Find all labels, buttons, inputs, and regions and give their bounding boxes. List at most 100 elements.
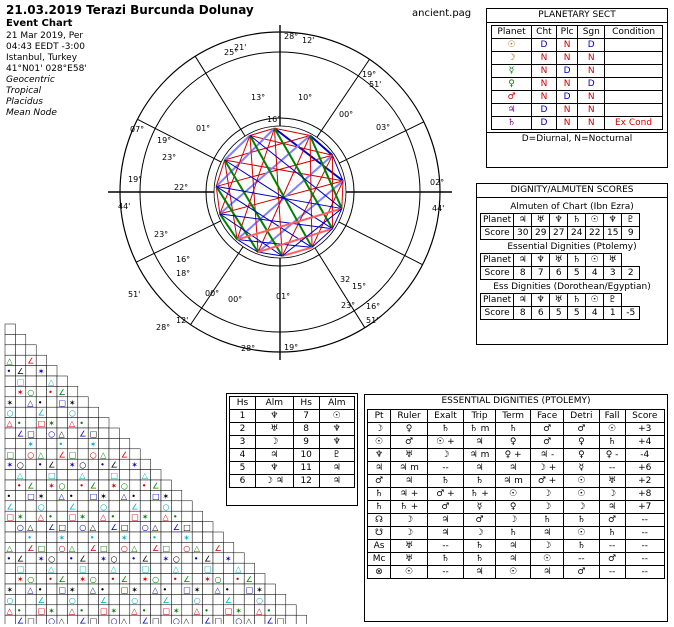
almuten-score: 30 [513,226,533,240]
aspect-grid-cell [56,417,68,429]
aspect-line [311,180,344,248]
aspect-grid-mark: □ [38,544,46,553]
house-cusp-label: 12' [176,316,188,325]
aspect-grid-mark: ✶ [173,606,180,615]
aspect-grid-mark: □ [90,492,98,501]
ess-dig-cell: ☽ [563,500,600,514]
aspect-line [224,159,344,182]
aspect-grid-cell [87,594,99,606]
wheel-degree-label: 21' [234,43,246,52]
aspect-grid-cell [15,448,27,460]
ess-dig-header: Ruler [390,409,428,423]
aspect-grid-cell [56,500,68,512]
sect-condition [604,77,663,91]
aspect-grid-mark: ✶ [111,606,118,615]
aspect-line [249,127,275,136]
aspect-line [236,207,343,241]
ess-planet: ♆ [531,253,551,267]
aspect-grid-mark: □ [69,450,77,459]
sect-row: ☿ N D N [490,64,663,78]
wheel-degree-label: 00° [205,289,219,298]
aspect-grid-mark: ∠ [142,617,149,624]
ess-dig-header: Pt [366,409,392,423]
aspect-grid-cell [77,490,89,502]
aspect-grid-mark: ∠ [163,596,170,605]
ess-dig-cell: -- [598,539,626,553]
aspect-grid-mark: □ [59,523,67,532]
aspect-grid-mark: ✶ [38,492,45,501]
aspect-line [219,213,333,230]
wheel-degree-label: 10° [298,93,312,102]
aspect-grid-mark: □ [183,523,191,532]
aspect-grid-cell [15,438,27,450]
sect-value: N [531,77,557,91]
ess-dig-header: Term [495,409,532,423]
ess-dig-row: ♆ ♅ ☽ ♃ m ♀ + ♃ - ♀ ♀ - -4 [366,448,666,462]
ess-dig-cell: ♂ [563,565,600,579]
ess-dig-cell: ♄ + [390,500,428,514]
aspect-grid-cell [243,562,255,574]
ess-dig-point: As [366,539,392,553]
dor-planet: ♆ [531,293,551,307]
aspect-grid-cell [139,531,151,543]
aspect-grid-cell [150,469,162,481]
aspect-grid-cell [67,469,79,481]
ess-score: 3 [603,266,623,280]
aspect-line [249,135,313,248]
aspect-grid-cell [129,521,141,533]
aspect-grid-cell [108,438,120,450]
ess-dig-cell: ♂ + [530,474,565,488]
aspect-grid-mark: ∠ [173,523,180,532]
aspect-grid-mark: ∠ [79,554,86,563]
wheel-degree-label: 03° [376,123,390,132]
house-almuten-table: Hs Alm Hs Alm 1 ♆ 7 ☉ 2 ♅ 8 ♆ 3 ☽ 9 ♆ 4 ♃ 10 ♇ 5 ♆ 11 ♃ 6 ☽ ♃… [229,396,356,488]
ess-dig-table: Pt Ruler Exalt Trip Term Face Detri Fall Score ☽… [366,409,666,579]
aspect-grid-cell [35,469,47,481]
aspect-grid-cell [212,594,224,606]
house-cusp-line [314,247,366,328]
aspect-line [224,135,311,161]
ess-dig-cell: ♃ m [462,448,497,462]
sect-condition [604,38,663,52]
aspect-grid-mark: ○ [7,409,14,418]
ess-dig-cell: ♂ [598,513,626,527]
aspect-grid-mark: ○ [79,461,86,470]
aspect-grid-cell [223,562,235,574]
ess-dig-point: ☉ [366,435,392,449]
aspect-grid-mark: △ [38,450,45,459]
aspect-grid-mark: ✶ [100,554,107,563]
aspect-grid-mark: ∠ [69,502,76,511]
aspect-grid-cell [4,521,16,533]
aspect-grid-mark: ∠ [79,430,86,439]
aspect-lines [215,127,344,257]
aspect-grid-mark: △ [7,606,14,615]
aspect-grid-mark: ∠ [48,461,55,470]
ess-dig-cell: -- [598,461,626,475]
aspect-grid-cell [108,427,120,439]
aspect-grid-cell [119,552,131,564]
house-cusp-line [135,220,221,263]
ess-dig-header: Detri [563,409,600,423]
aspect-grid-cell [129,469,141,481]
aspect-grid-mark: △ [194,544,201,553]
aspect-grid-mark: △ [69,606,76,615]
aspect-grid-cell [191,531,203,543]
setting-houses: Placidus [6,97,43,107]
sect-value: N [555,77,579,91]
chart-wheel: 25°21' 13° 10° 16° 00° 03° 23° 22° 01° 19° 23° 16° 1… [108,25,452,360]
aspect-grid-mark: • [100,586,105,595]
aspect-grid-mark: ∠ [90,482,97,491]
wheel-degree-label: 32 [340,275,350,284]
aspect-grid-mark: • [131,492,136,501]
aspect-grid-cell [254,614,266,624]
aspect-grid-mark: ○ [194,596,201,605]
almuten-planet: ♄ [567,213,587,227]
ess-dig-cell: ♄ [426,552,464,566]
ess-dig-cell: ♃ [495,539,532,553]
aspect-grid-cell [15,344,27,356]
ess-dig-cell: -- [598,565,626,579]
sect-condition [604,90,663,104]
aspect-grid-cell [150,500,162,512]
aspect-grid-mark: ∠ [59,575,66,584]
aspect-grid-cell [264,594,276,606]
